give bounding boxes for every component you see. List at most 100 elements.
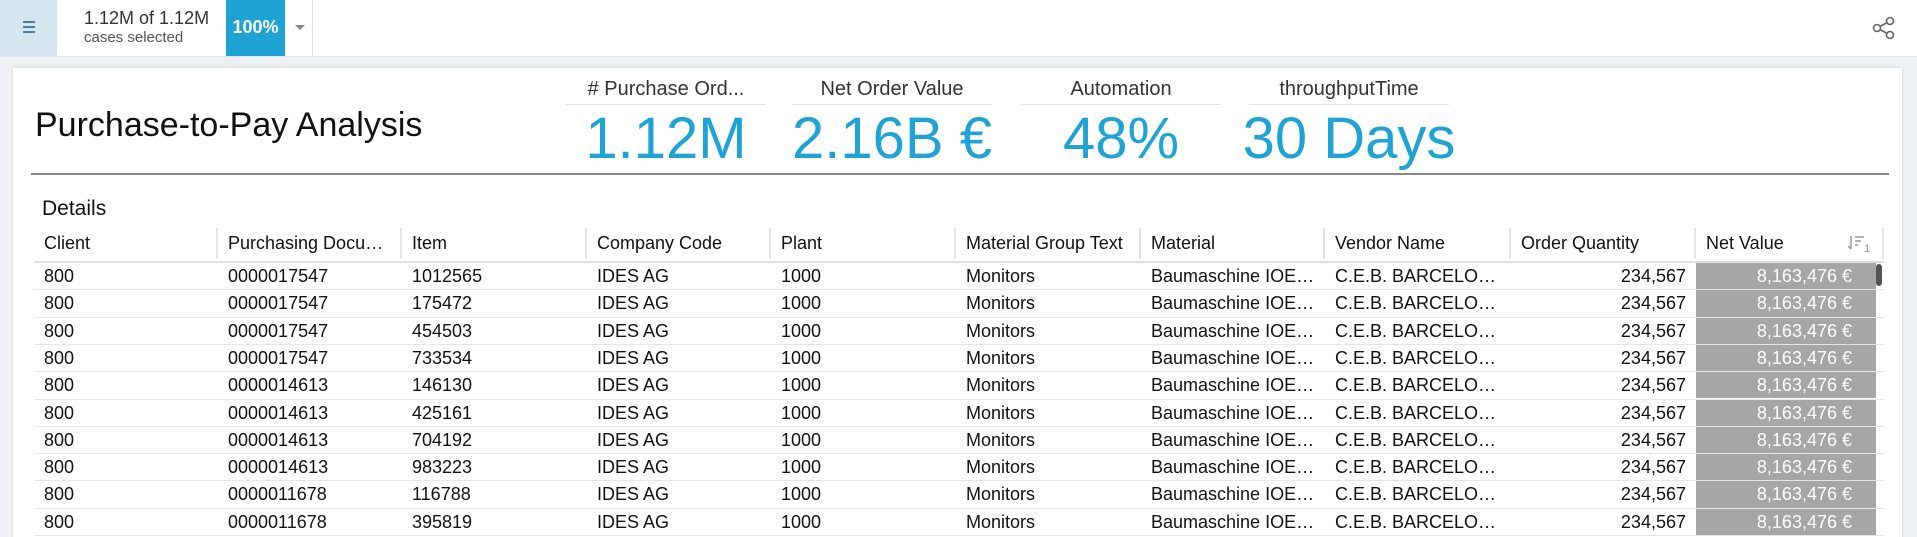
row-rule (34, 371, 1884, 373)
row-rule (34, 480, 1884, 482)
table-cell: 8,163,476 € (1696, 372, 1876, 399)
table-cell: 425161 (412, 402, 473, 423)
column-header[interactable]: Client (34, 228, 218, 259)
table-cell: 0000017547 (228, 293, 329, 314)
table-cell: 8,163,476 € (1696, 426, 1876, 454)
details-title: Details (42, 197, 107, 220)
table-cell: Monitors (966, 484, 1036, 505)
kpi-value: 30 Days (1242, 106, 1456, 171)
table-cell: 0000017547 (228, 320, 329, 341)
table-cell: 800 (44, 484, 75, 505)
kpi-value: 48% (1062, 106, 1180, 171)
table-cell: 395819 (412, 511, 473, 532)
table-cell: 234,567 (1620, 402, 1686, 423)
column-header[interactable]: Material (1141, 228, 1325, 259)
row-rule (34, 507, 1884, 509)
share-icon[interactable] (1870, 14, 1898, 42)
table-cell: 800 (44, 266, 75, 286)
table-cell: 1000 (781, 457, 822, 478)
menu-button[interactable] (0, 0, 57, 56)
table-cell: 983223 (412, 457, 473, 478)
table-cell: 0000014613 (228, 457, 329, 478)
table-cell: 1000 (781, 511, 822, 532)
kpi-label: Automation (1021, 78, 1221, 105)
table-cell: C.E.B. BARCELONA (1335, 375, 1504, 396)
table-cell: Baumaschine IOE338 (1151, 347, 1325, 368)
table-cell: IDES AG (597, 347, 670, 368)
table-cell: Monitors (966, 293, 1036, 314)
sort-indicator[interactable]: 1 (1864, 243, 1871, 255)
table-cell: Baumaschine IOE338 (1151, 375, 1325, 396)
table-cell: 234,567 (1620, 457, 1686, 478)
table-cell: Baumaschine IOE338 (1151, 293, 1325, 314)
kpi-label: # Purchase Ord... (566, 78, 766, 105)
table-cell: C.E.B. BARCELONA (1335, 457, 1504, 478)
table-cell: C.E.B. BARCELONA (1335, 293, 1504, 314)
table-cell: 0000011678 (228, 511, 327, 532)
table-cell: 1000 (781, 375, 822, 396)
table-cell: 8,163,476 € (1696, 290, 1876, 317)
menu-icon (23, 21, 35, 33)
selection-label: cases selected (84, 29, 184, 46)
table-cell: 8,163,476 € (1696, 263, 1876, 290)
column-header[interactable]: Material Group Text (956, 228, 1141, 259)
column-header[interactable]: Net Value (1696, 228, 1884, 259)
table-cell: Monitors (966, 320, 1036, 341)
table-cell: IDES AG (597, 320, 670, 341)
table-cell: C.E.B. BARCELONA (1335, 429, 1504, 450)
table-cell: 733534 (412, 347, 473, 368)
table-cell: Monitors (966, 457, 1036, 478)
column-header[interactable]: Company Code (587, 228, 771, 259)
table-cell: 8,163,476 € (1696, 344, 1876, 372)
column-header[interactable]: Purchasing Docum... (218, 228, 402, 259)
table-cell: 234,567 (1620, 375, 1686, 396)
table-cell: IDES AG (597, 429, 670, 450)
table-cell: 1000 (781, 293, 822, 314)
table-cell: 454503 (412, 320, 473, 341)
table-cell: 800 (44, 347, 75, 368)
separator (31, 173, 1889, 175)
dashboard-panel (13, 68, 1902, 537)
column-header[interactable]: Order Quantity (1511, 228, 1696, 259)
page-title: Purchase-to-Pay Analysis (35, 106, 423, 144)
table-cell: 234,567 (1620, 429, 1686, 450)
table-cell: 1000 (781, 429, 822, 450)
table-cell: IDES AG (597, 511, 670, 532)
top-bar: 1.12M of 1.12M cases selected 100% (0, 0, 1917, 57)
row-rule (34, 343, 1884, 345)
table-cell: C.E.B. BARCELONA (1335, 320, 1504, 341)
table-cell: 8,163,476 € (1696, 317, 1876, 344)
table-cell: Monitors (966, 429, 1036, 450)
table-cell: 234,567 (1620, 266, 1686, 286)
table-cell: 0000014613 (228, 375, 329, 396)
table-cell: 1000 (781, 320, 822, 341)
table-cell: 0000017547 (228, 266, 329, 286)
table-cell: 0000011678 (228, 484, 327, 505)
dropdown[interactable] (287, 0, 313, 56)
table-cell: 800 (44, 320, 75, 341)
selection-count: 1.12M of 1.12M (84, 8, 210, 28)
column-header[interactable]: Vendor Name (1325, 228, 1511, 259)
scrollbar[interactable] (1876, 264, 1882, 286)
table-cell: Baumaschine IOE338 (1151, 511, 1325, 532)
table-cell: 1000 (781, 402, 822, 423)
kpi-value: 2.16B € (792, 106, 992, 171)
table-cell: C.E.B. BARCELONA (1335, 511, 1504, 532)
sort-icon (1848, 236, 1864, 250)
column-header[interactable]: Item (402, 228, 587, 259)
table-cell: Monitors (966, 375, 1036, 396)
column-header[interactable]: Plant (771, 228, 956, 259)
table-cell: 116788 (412, 484, 471, 505)
table-cell: 0000014613 (228, 429, 329, 450)
table-cell: 8,163,476 € (1696, 481, 1876, 508)
table-cell: 8,163,476 € (1696, 454, 1876, 481)
table-cell: 704192 (412, 429, 473, 450)
table-cell: Monitors (966, 402, 1036, 423)
selection-percent[interactable]: 100% (226, 0, 285, 56)
table-cell: 1000 (781, 347, 822, 368)
table-cell: IDES AG (597, 293, 670, 314)
table-cell: 234,567 (1620, 347, 1686, 368)
row-rule (34, 316, 1884, 318)
table-cell: 234,567 (1620, 293, 1686, 314)
